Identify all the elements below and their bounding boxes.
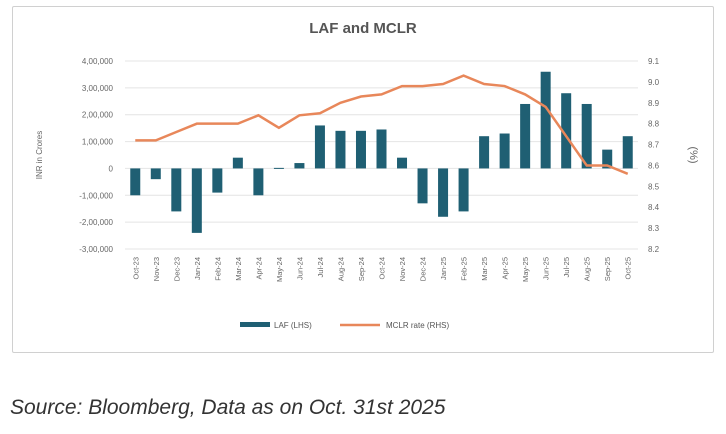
chart-title: LAF and MCLR xyxy=(309,20,417,37)
laf-bar xyxy=(479,136,490,169)
y-tick-label: 1,00,000 xyxy=(82,138,114,147)
y-tick-label: 3,00,000 xyxy=(82,84,114,93)
y2-axis-title: (%) xyxy=(687,146,699,163)
x-tick-label: Jul-25 xyxy=(562,257,571,277)
laf-bar xyxy=(212,168,223,193)
laf-bar xyxy=(150,168,161,180)
x-tick-label: Oct-24 xyxy=(378,257,387,280)
legend-laf-label: LAF (LHS) xyxy=(274,321,312,330)
y2-tick-label: 8.8 xyxy=(648,120,660,129)
y-axis-title: INR in Crores xyxy=(35,131,44,179)
x-tick-label: Mar-25 xyxy=(480,257,489,281)
x-tick-label: Jan-25 xyxy=(439,257,448,280)
laf-bar xyxy=(458,168,469,212)
x-tick-label: Aug-24 xyxy=(336,257,345,281)
x-tick-label: Dec-24 xyxy=(419,257,428,281)
y2-tick-label: 8.7 xyxy=(648,141,660,150)
y-tick-label: -1,00,000 xyxy=(79,191,113,200)
laf-bar xyxy=(355,130,366,169)
laf-bar xyxy=(232,157,243,169)
x-tick-label: May-24 xyxy=(275,257,284,282)
x-tick-label: Apr-24 xyxy=(254,257,263,280)
x-tick-label: Nov-24 xyxy=(398,257,407,281)
x-tick-label: Jul-24 xyxy=(316,257,325,277)
source-note: Source: Bloomberg, Data as on Oct. 31st … xyxy=(10,396,446,419)
chart: 4,00,000 3,00,000 2,00,000 1,00,000 0 -1,00,0… xyxy=(35,57,699,330)
y-tick-label: 4,00,000 xyxy=(82,57,114,66)
x-tick-label: Apr-25 xyxy=(501,257,510,280)
laf-bar xyxy=(191,168,202,233)
laf-bar xyxy=(171,168,182,212)
laf-bar xyxy=(581,103,592,169)
x-tick-label: Dec-23 xyxy=(172,257,181,281)
y-tick-label: -2,00,000 xyxy=(79,218,113,227)
laf-bar xyxy=(520,103,531,169)
y-tick-label: -3,00,000 xyxy=(79,245,113,254)
y2-tick-label: 8.4 xyxy=(648,203,660,212)
laf-bar xyxy=(561,93,572,169)
laf-bar xyxy=(294,163,305,169)
x-tick-label: Oct-25 xyxy=(624,257,633,280)
x-tick-label: May-25 xyxy=(521,257,530,282)
x-tick-label: Aug-25 xyxy=(583,257,592,281)
laf-bar xyxy=(397,157,408,169)
x-tick-label: Jan-24 xyxy=(193,257,202,280)
x-tick-label: Sep-24 xyxy=(357,257,366,281)
y2-tick-label: 9.0 xyxy=(648,78,660,87)
laf-bar xyxy=(499,133,510,169)
legend-mclr-label: MCLR rate (RHS) xyxy=(386,321,449,330)
y-tick-label: 0 xyxy=(109,164,114,173)
laf-bar xyxy=(540,71,551,169)
laf-bar xyxy=(417,168,428,204)
x-tick-label: Nov-23 xyxy=(152,257,161,281)
laf-bar xyxy=(253,168,264,196)
laf-bar xyxy=(376,129,387,169)
laf-bar xyxy=(314,125,325,169)
chart-frame xyxy=(12,6,714,353)
legend-laf-swatch xyxy=(240,322,270,327)
y2-tick-label: 8.9 xyxy=(648,99,660,108)
laf-bar xyxy=(273,167,284,169)
laf-bar xyxy=(622,136,633,169)
mclr-line xyxy=(135,74,629,175)
x-tick-label: Mar-24 xyxy=(234,257,243,281)
y2-tick-label: 8.2 xyxy=(648,245,660,254)
x-tick-label: Feb-24 xyxy=(213,257,222,281)
y2-tick-label: 8.5 xyxy=(648,182,660,191)
y2-tick-label: 8.6 xyxy=(648,161,660,170)
laf-bar xyxy=(335,130,346,169)
x-tick-label: Jun-24 xyxy=(295,257,304,280)
x-tick-label: Oct-23 xyxy=(131,257,140,280)
x-tick-label: Feb-25 xyxy=(460,257,469,281)
y2-tick-label: 8.3 xyxy=(648,224,660,233)
x-tick-label: Sep-25 xyxy=(603,257,612,281)
laf-bar xyxy=(130,168,141,196)
x-tick-label: Jun-25 xyxy=(542,257,551,280)
laf-bar xyxy=(438,168,449,217)
y2-tick-label: 9.1 xyxy=(648,57,660,66)
y-tick-label: 2,00,000 xyxy=(82,111,114,120)
laf-bar xyxy=(602,149,613,169)
